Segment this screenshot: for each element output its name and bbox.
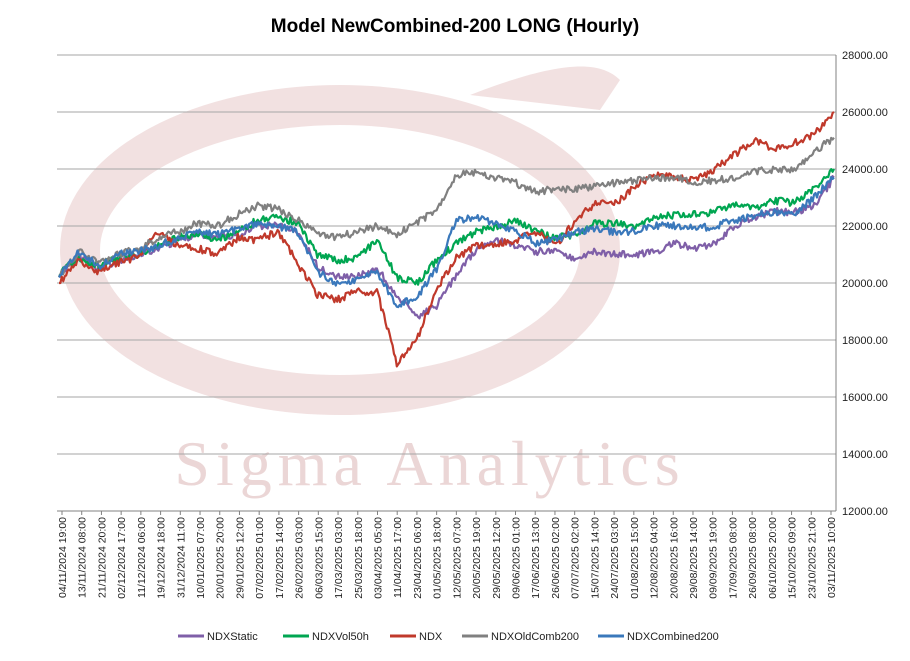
x-tick-label: 09/06/2025 01:00	[511, 517, 523, 599]
x-tick-label: 23/10/2025 21:00	[806, 517, 818, 599]
x-tick-label: 15/10/2025 09:00	[787, 517, 799, 599]
legend-label: NDXOldComb200	[491, 631, 579, 643]
x-tick-label: 01/08/2025 15:00	[629, 517, 641, 599]
x-tick-label: 29/08/2025 14:00	[688, 517, 700, 599]
x-tick-label: 07/02/2025 01:00	[254, 517, 266, 599]
series-lines	[57, 111, 835, 368]
y-tick-label: 20000.00	[842, 278, 888, 290]
gridlines	[57, 54, 836, 512]
legend-label: NDXVol50h	[312, 631, 369, 643]
x-tick-label: 10/01/2025 07:00	[195, 517, 207, 599]
x-tick-label: 07/07/2025 02:00	[570, 517, 582, 599]
y-tick-label: 26000.00	[842, 107, 888, 119]
x-tick-label: 06/03/2025 15:00	[313, 517, 325, 599]
y-tick-label: 22000.00	[842, 221, 888, 233]
y-tick-label: 12000.00	[842, 506, 888, 518]
x-tick-label: 15/07/2025 14:00	[589, 517, 601, 599]
x-tick-label: 23/04/2025 06:00	[412, 517, 424, 599]
series-line-ndxstatic	[58, 175, 835, 320]
x-tick-label: 04/11/2024 19:00	[57, 517, 69, 598]
x-tick-label: 01/05/2025 18:00	[432, 517, 444, 599]
x-tick-label: 20/05/2025 19:00	[471, 517, 483, 599]
x-tick-label: 17/03/2025 03:00	[333, 517, 345, 599]
x-axis-ticks: 04/11/2024 19:00 13/11/2024 08:00 21/11/20…	[57, 511, 838, 599]
x-tick-label: 11/12/2024 06:00	[136, 517, 148, 598]
x-tick-label: 20/01/2025 20:00	[215, 517, 227, 599]
x-tick-label: 17/06/2025 13:00	[530, 517, 542, 599]
x-tick-label: 19/12/2024 18:00	[156, 517, 168, 599]
x-tick-label: 12/05/2025 07:00	[451, 517, 463, 599]
y-tick-label: 16000.00	[842, 392, 888, 404]
legend: NDXStatic NDXVol50h NDX NDXOldComb200 NDXCom…	[178, 631, 719, 643]
y-tick-label: 14000.00	[842, 449, 888, 461]
y-tick-label: 18000.00	[842, 335, 888, 347]
x-tick-label: 29/01/2025 12:00	[234, 517, 246, 599]
x-tick-label: 24/07/2025 03:00	[609, 517, 621, 599]
x-tick-label: 02/12/2024 17:00	[116, 517, 128, 599]
x-tick-label: 29/05/2025 12:00	[491, 517, 503, 599]
x-tick-label: 09/09/2025 19:00	[708, 517, 720, 599]
x-tick-label: 17/02/2025 14:00	[274, 517, 286, 599]
x-tick-label: 20/08/2025 16:00	[668, 517, 680, 599]
series-line-ndxoldcomb200	[57, 136, 835, 278]
x-tick-label: 26/02/2025 03:00	[294, 517, 306, 599]
axes	[57, 55, 837, 512]
x-tick-label: 12/08/2025 04:00	[649, 517, 661, 599]
legend-label: NDX	[419, 631, 443, 643]
chart-title: Model NewCombined-200 LONG (Hourly)	[271, 16, 639, 37]
legend-label: NDXStatic	[207, 631, 258, 643]
y-axis-ticks: 12000.00 14000.00 16000.00 18000.00 20000.00…	[842, 50, 888, 518]
x-tick-label: 13/11/2024 08:00	[77, 517, 89, 598]
y-tick-label: 24000.00	[842, 164, 888, 176]
x-tick-label: 31/12/2024 11:00	[175, 517, 187, 598]
x-tick-label: 26/09/2025 08:00	[747, 517, 759, 599]
legend-label: NDXCombined200	[627, 631, 719, 643]
x-tick-label: 25/03/2025 18:00	[353, 517, 365, 599]
x-tick-label: 03/11/2025 10:00	[826, 517, 838, 598]
y-tick-label: 28000.00	[842, 50, 888, 62]
x-tick-label: 03/04/2025 05:00	[372, 517, 384, 599]
x-tick-label: 21/11/2024 20:00	[96, 517, 108, 598]
watermark-text: Sigma Analytics	[174, 428, 685, 499]
x-tick-label: 11/04/2025 17:00	[392, 517, 404, 598]
series-line-ndxcombined200	[58, 175, 835, 309]
series-line-ndxvol50h	[58, 168, 835, 286]
x-tick-label: 17/09/2025 08:00	[727, 517, 739, 599]
x-tick-label: 06/10/2025 20:00	[767, 517, 779, 599]
x-tick-label: 26/06/2025 02:00	[550, 517, 562, 599]
series-line-ndx	[59, 111, 835, 368]
